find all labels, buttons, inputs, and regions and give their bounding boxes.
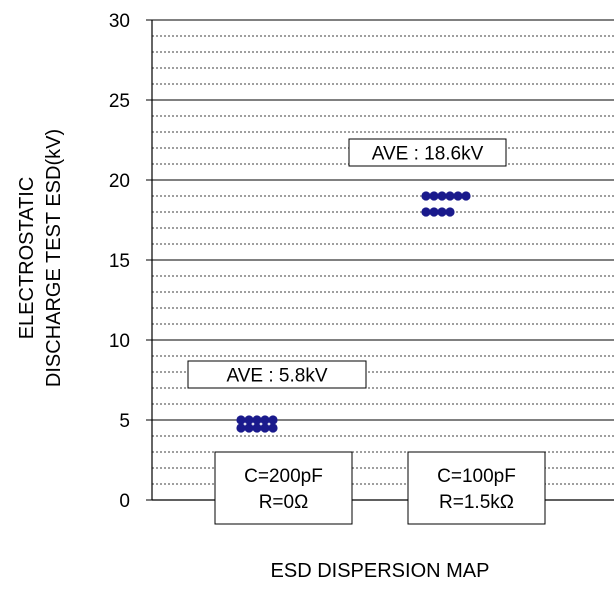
category-label-100pf-text: C=100pF	[437, 466, 516, 487]
data-point	[268, 415, 278, 425]
y-tick-label: 20	[109, 171, 130, 192]
category-label-100pf-text: R=1.5kΩ	[439, 492, 514, 513]
data-point	[445, 191, 455, 201]
data-point	[421, 191, 431, 201]
data-point	[252, 415, 262, 425]
category-label-200pf-box	[214, 451, 353, 525]
data-point	[445, 207, 455, 217]
data-point	[260, 423, 270, 433]
data-point	[429, 191, 439, 201]
data-point	[244, 415, 254, 425]
y-tick-label: 5	[119, 411, 130, 432]
y-tick-label: 15	[109, 251, 130, 272]
data-point	[437, 207, 447, 217]
y-tick-label: 30	[109, 11, 130, 32]
y-tick-label: 0	[119, 491, 130, 512]
data-point	[260, 415, 270, 425]
data-point	[236, 415, 246, 425]
category-label-100pf-box	[407, 451, 546, 525]
average-label-100pf-box	[348, 138, 507, 167]
data-point	[236, 423, 246, 433]
data-points	[236, 191, 471, 433]
y-tick-label: 10	[109, 331, 130, 352]
grid-lines	[152, 19, 614, 485]
category-label-200pf-text: R=0Ω	[259, 492, 309, 513]
data-point	[252, 423, 262, 433]
y-axis-title-line2: DISCHARGE TEST ESD(kV)	[43, 129, 65, 387]
average-label-200pf-text: AVE : 5.8kV	[226, 366, 327, 387]
annotation-boxes: AVE : 5.8kV AVE : 18.6kV C=200pF R=0Ω C=100p…	[187, 138, 546, 525]
average-label-200pf-box	[187, 360, 367, 389]
average-label-100pf-text: AVE : 18.6kV	[372, 144, 484, 165]
data-point	[461, 191, 471, 201]
category-label-200pf-text: C=200pF	[244, 466, 323, 487]
data-point	[421, 207, 431, 217]
y-tick-label: 25	[109, 91, 130, 112]
y-axis-title-line1: ELECTROSTATIC	[16, 177, 38, 340]
data-point	[453, 191, 463, 201]
x-axis-caption: ESD DISPERSION MAP	[271, 560, 490, 582]
data-point	[244, 423, 254, 433]
data-point	[268, 423, 278, 433]
data-point	[429, 207, 439, 217]
data-point	[437, 191, 447, 201]
